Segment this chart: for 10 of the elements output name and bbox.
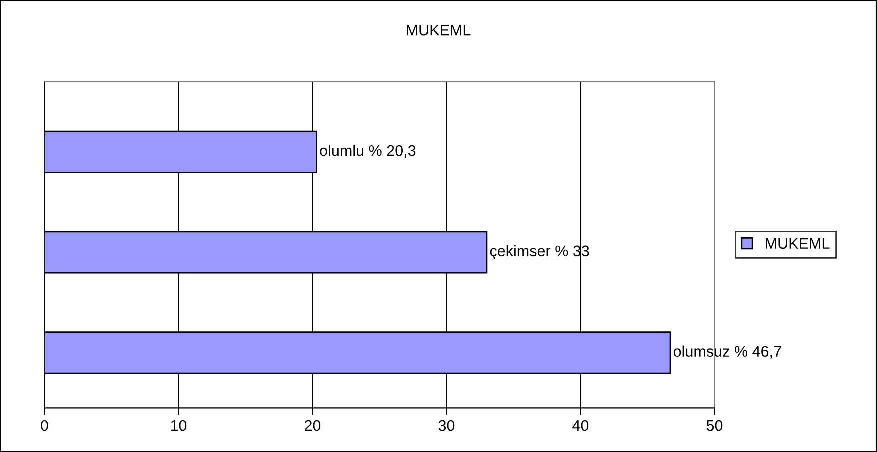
x-tick-label: 40 [572,420,589,432]
chart-title: MUKEML [407,25,471,36]
x-tick-label: 20 [305,420,321,432]
x-tick-label: 30 [438,420,455,432]
legend-label: MUKEML [766,238,830,250]
data-label: olumlu % 20,3 [320,144,416,158]
data-label: olumsuz % 46,7 [674,346,782,359]
x-tick-label: 0 [41,420,48,432]
x-tick-label: 50 [706,420,723,432]
x-tick-label: 10 [171,420,187,432]
